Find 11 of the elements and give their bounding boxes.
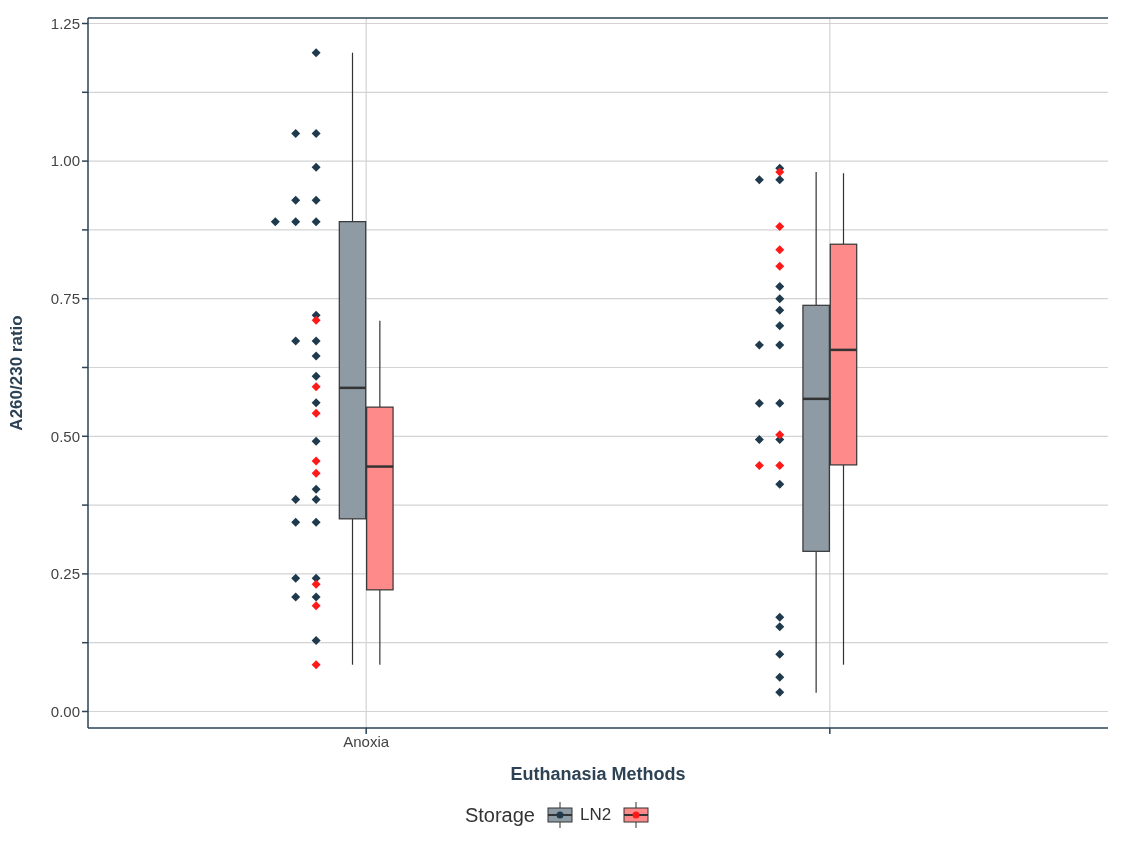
y-tick-label: 0.50 bbox=[50, 427, 80, 445]
y-tick-label: 1.25 bbox=[50, 14, 80, 32]
x-tick-label: Anoxia bbox=[343, 732, 390, 750]
y-axis-title: A260/230 ratio bbox=[7, 315, 27, 431]
y-tick-label: 0.00 bbox=[50, 702, 80, 720]
y-tick-label: 0.25 bbox=[50, 565, 80, 583]
x-axis-title: Euthanasia Methods bbox=[510, 764, 686, 784]
y-tick-label: 1.00 bbox=[50, 152, 80, 170]
y-tick-label: 0.75 bbox=[50, 290, 80, 308]
legend-label: LN2 bbox=[579, 805, 612, 825]
legend-title: Storage bbox=[464, 803, 535, 827]
